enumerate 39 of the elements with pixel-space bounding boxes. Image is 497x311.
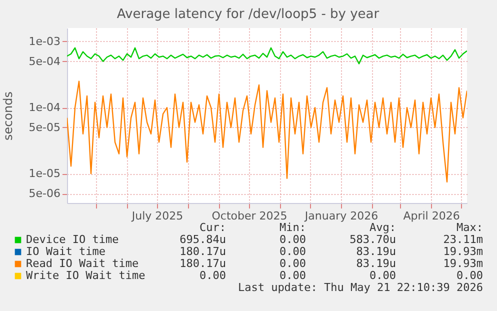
- text: 0.00: [280, 233, 306, 246]
- text: 19.93m: [443, 245, 484, 258]
- line-series: [67, 47, 467, 64]
- text: Last update: Thu May 21 22:10:39 2026: [238, 281, 483, 294]
- text: 83.19u: [356, 245, 396, 258]
- text: 0.00: [280, 245, 306, 258]
- y-tick-label: 5e-04: [28, 54, 60, 68]
- legend-label: Write IO Wait time: [26, 269, 146, 282]
- text: 19.93m: [443, 257, 484, 270]
- text: 0.00: [370, 269, 396, 282]
- text: Avg:: [370, 221, 396, 234]
- legend-label: Read IO Wait time: [26, 257, 139, 270]
- text: 180.17u: [180, 257, 226, 270]
- text: 0.00: [200, 269, 226, 282]
- text: 583.70u: [350, 233, 396, 246]
- y-axis-title: seconds: [0, 91, 15, 141]
- text: 0.00: [280, 257, 306, 270]
- text: 0.00: [456, 269, 483, 282]
- x-tick-label: July 2025: [130, 210, 184, 222]
- text: Cur:: [200, 221, 226, 234]
- y-tick-label: 5e-06: [28, 187, 60, 200]
- y-tick-label: 5e-05: [28, 120, 60, 134]
- y-tick-label: 1e-04: [28, 101, 60, 114]
- text: 83.19u: [356, 257, 396, 270]
- x-tick-label: October 2025: [212, 210, 288, 222]
- x-tick-label: January 2026: [304, 210, 378, 222]
- text: 0.00: [280, 269, 306, 282]
- legend-label: IO Wait time: [26, 245, 106, 258]
- text: 23.11m: [443, 233, 484, 246]
- line-series: [67, 80, 467, 183]
- y-tick-label: 1e-05: [28, 167, 60, 180]
- chart-title: Average latency for /dev/loop5 - by year: [116, 7, 380, 22]
- text: Max:: [456, 221, 483, 234]
- y-tick-label: 1e-03: [28, 34, 60, 48]
- legend-label: Device IO time: [26, 233, 119, 246]
- text: Min:: [280, 221, 306, 234]
- x-tick-label: April 2026: [403, 210, 460, 222]
- text: 695.84u: [180, 233, 226, 246]
- text: 180.17u: [180, 245, 226, 258]
